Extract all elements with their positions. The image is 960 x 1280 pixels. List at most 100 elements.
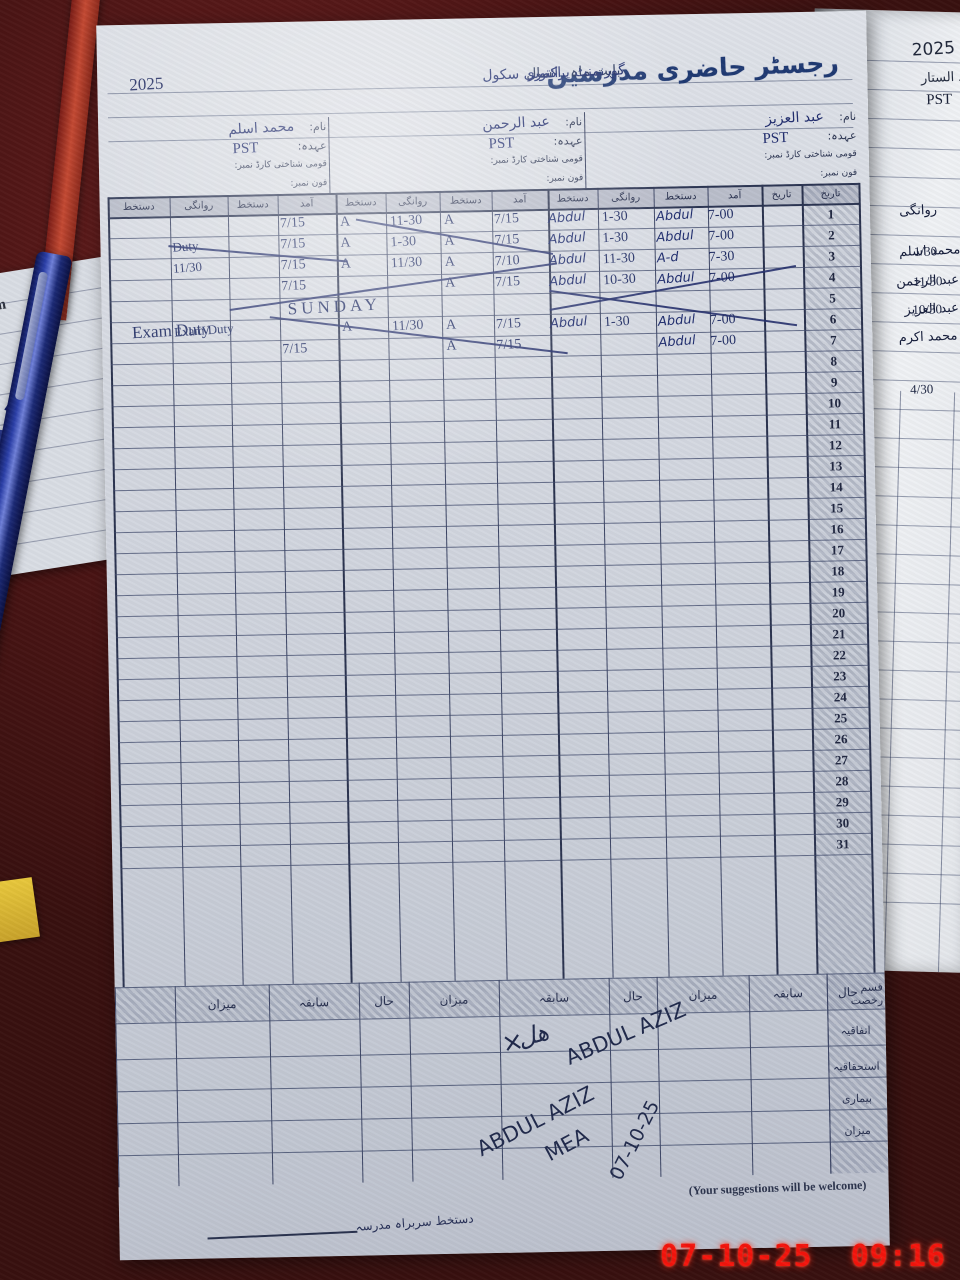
handwritten-entry: A xyxy=(445,317,457,334)
attendance-table: تاریخ دستخط روانگی دستخط آمد دستخط روانگی دستخط… xyxy=(107,182,876,988)
leave-type-label-3: بیماری xyxy=(841,1091,873,1105)
teacher-name-2: عبد العزیز xyxy=(765,108,825,128)
handwritten-entry: 11/30 xyxy=(172,258,203,276)
handwritten-entry: A xyxy=(446,338,457,355)
handwritten-entry: 11-30 xyxy=(602,250,636,268)
date-cell-6: 6 xyxy=(829,310,837,326)
handwritten-entry: 1-30 xyxy=(601,229,629,247)
timestamp-date: 07-10-25 xyxy=(660,1239,813,1274)
date-cell-29: 29 xyxy=(835,793,849,809)
grid-row-line-1 xyxy=(108,223,861,240)
year-value: 2025 xyxy=(128,73,164,95)
date-cell-27: 27 xyxy=(834,751,849,767)
column-header-3: آمد xyxy=(299,197,314,210)
grid-row-line-7 xyxy=(110,349,863,366)
right-page-name: عبد الستار xyxy=(920,69,960,87)
date-cell-18: 18 xyxy=(831,562,845,578)
handwritten-entry: 1-30 xyxy=(390,233,417,251)
handwritten-signature-flourish: ھل xyxy=(514,1017,552,1053)
teacher-field-label-3: فون نمبر: xyxy=(546,173,584,184)
header-rule-1 xyxy=(107,78,853,95)
column-header-7: آمد xyxy=(512,193,527,206)
summary-hline-2 xyxy=(110,1044,886,1061)
handwritten-entry: A xyxy=(443,212,455,229)
date-cell-1: 1 xyxy=(827,205,835,221)
grid-row-line-11 xyxy=(112,433,865,450)
date-cell-22: 22 xyxy=(832,646,847,662)
grid-row-line-27 xyxy=(118,769,871,786)
grid-row-line-12 xyxy=(112,454,865,471)
leave-type-label-1: اتفاقیہ xyxy=(840,1023,871,1037)
right-page-entry-2: 10/30 xyxy=(912,301,943,317)
date-cell-3: 3 xyxy=(828,247,836,263)
handwritten-entry: Abdul xyxy=(655,228,695,246)
column-header-4: دستخط xyxy=(344,196,377,209)
date-cell-13: 13 xyxy=(829,457,843,474)
column-header-1: روانگی xyxy=(184,199,214,212)
teacher-column-0: نام: عہدہ: قومی شناختی کارڈ نمبر: فون نمبر:… xyxy=(106,117,329,199)
head-signature-line xyxy=(207,1230,358,1240)
date-cell-12: 12 xyxy=(828,436,843,453)
grid-row-line-9 xyxy=(111,391,864,408)
right-page-entry-0: 1/30 xyxy=(913,243,938,259)
grid-row-line-2 xyxy=(108,244,861,261)
grid-row-line-17 xyxy=(114,559,867,576)
leave-type-label-4: میزان xyxy=(844,1123,871,1137)
teacher-designation-0: PST xyxy=(232,140,259,158)
column-header-2: دستخط xyxy=(236,198,269,211)
right-page-year: سال 2025 xyxy=(910,36,960,61)
grid-row-line-13 xyxy=(113,475,866,492)
handwritten-entry: 1-30 xyxy=(601,208,629,226)
grid-row-line-26 xyxy=(118,748,871,765)
grid-row-line-14 xyxy=(113,496,866,513)
column-header-12: تاریخ xyxy=(771,188,792,201)
date-cell-17: 17 xyxy=(830,541,845,557)
handwritten-entry: Abdul xyxy=(549,314,588,332)
head-signature-label: دستخط سربراہ مدرسہ xyxy=(354,1211,475,1234)
grid-row-line-4 xyxy=(109,286,862,303)
exam-duty-note: Exam Duty xyxy=(131,319,211,343)
handwritten-entry: 7/15 xyxy=(282,341,308,358)
column-header-10: دستخط xyxy=(664,190,697,203)
right-page-entry-3: 4/30 xyxy=(910,381,934,397)
handwritten-entry: A xyxy=(340,256,352,273)
teacher-designation-1: PST xyxy=(488,135,515,153)
teacher-column-2: نام: عہدہ: قومی شناختی کارڈ نمبر: فون نمبر:… xyxy=(584,107,859,190)
date-cell-26: 26 xyxy=(834,730,848,746)
right-page-designation: PST xyxy=(926,91,953,109)
right-page-divider-2 xyxy=(937,392,956,973)
grid-row-line-30 xyxy=(119,832,872,849)
right-page-col-header: روانگی xyxy=(899,202,938,220)
handwritten-entry: 7/15 xyxy=(280,257,307,274)
handwritten-entry: A xyxy=(340,235,351,252)
handwritten-entry: Abdul xyxy=(547,230,587,248)
grid-row-line-28 xyxy=(119,790,872,807)
column-header-date: تاریخ xyxy=(820,187,841,200)
grid-row-line-31 xyxy=(120,853,873,870)
right-page-hw-name-3: محمد اکرم xyxy=(898,328,958,346)
footer-note: (Your suggestions will be welcome) xyxy=(688,1177,867,1198)
date-cell-10: 10 xyxy=(827,394,842,411)
grid-row-line-10 xyxy=(111,412,864,429)
handwritten-entry: A xyxy=(341,319,353,336)
summary-group-header-1: سابقہ xyxy=(772,986,804,1001)
summary-group-header-7: سابقہ xyxy=(298,995,330,1010)
handwritten-entry: 7/15 xyxy=(494,273,521,291)
summary-section: حال سابقہ میزان حال سابقہ میزان حال سابقہ میزان ق… xyxy=(108,972,889,1188)
date-cell-15: 15 xyxy=(829,499,844,516)
date-cell-23: 23 xyxy=(833,667,847,683)
handwritten-designation: MEA xyxy=(540,1123,593,1167)
handwritten-entry: 7/15 xyxy=(493,211,520,228)
handwritten-entry: 7-00 xyxy=(709,332,737,350)
date-cell-20: 20 xyxy=(831,604,846,620)
grid-row-line-20 xyxy=(115,622,868,639)
handwritten-entry: A-d xyxy=(656,249,680,267)
date-cell-7: 7 xyxy=(829,331,837,347)
column-header-0: دستخط xyxy=(122,200,155,213)
register-main-page: رجسٹر حاضری مدرسین گورنمنٹ پرائمری سکول … xyxy=(96,10,890,1261)
handwritten-entry: Abdul xyxy=(657,333,697,351)
teacher-designation-2: PST xyxy=(762,129,789,148)
date-cell-24: 24 xyxy=(833,688,847,704)
column-header-11: آمد xyxy=(727,189,742,201)
